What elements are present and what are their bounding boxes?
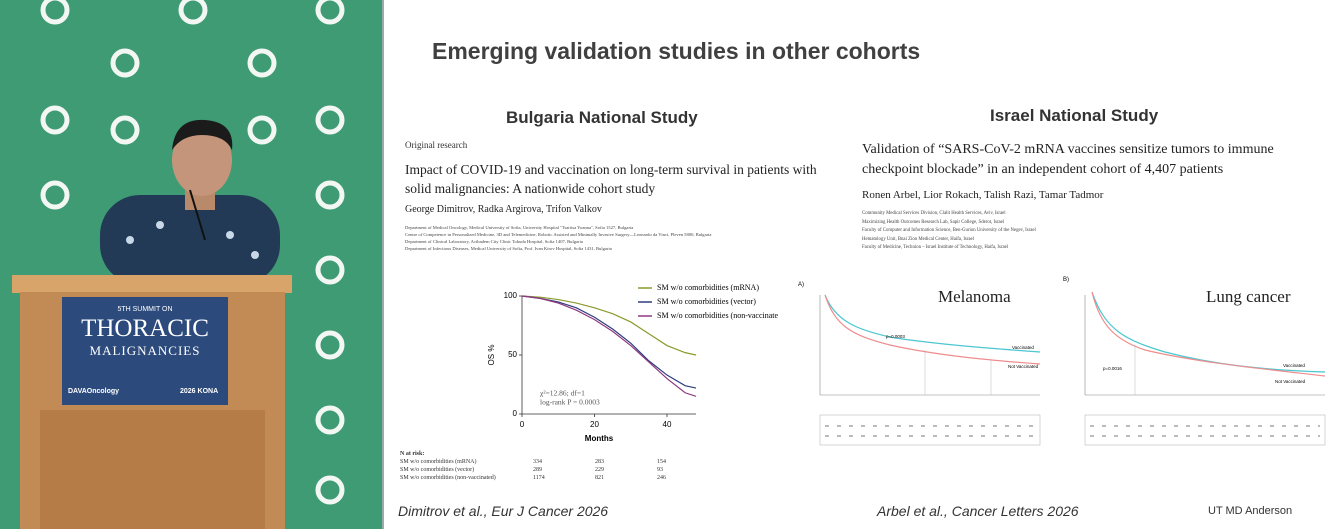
- affiliation: Community Medical Services Division, Cla…: [862, 211, 1006, 216]
- affiliation: Centre of Competence in Personalized Med…: [405, 232, 712, 237]
- risk-count: 154: [657, 459, 666, 465]
- y-axis-label: OS %: [487, 345, 496, 366]
- risk-row: SM w/o comorbidities (vector) 289 229 93: [400, 466, 700, 474]
- slide: [382, 0, 1333, 529]
- risk-row: SM w/o comorbidities (non-vaccinated) 117…: [400, 474, 700, 482]
- risk-count: 283: [595, 459, 604, 465]
- curve-label: Vaccinated: [1283, 363, 1305, 368]
- authors: George Dimitrov, Radka Argirova, Trifon …: [405, 204, 602, 215]
- podium-sign: [62, 297, 228, 405]
- panel-tag: B): [1063, 277, 1069, 283]
- risk-label: SM w/o comorbidities (mRNA): [400, 459, 477, 465]
- affiliation: Department of Infectious Diseases, Medic…: [405, 246, 612, 251]
- reference: Dimitrov et al., Eur J Cancer 2026: [398, 503, 609, 519]
- speaker: [100, 119, 280, 285]
- risk-count: 229: [595, 467, 604, 473]
- affiliation: Faculty of Computer and Information Scie…: [862, 228, 1036, 233]
- study-heading: Bulgaria National Study: [506, 108, 698, 127]
- sign-line: 5TH SUMMIT ON: [117, 306, 173, 313]
- curve-label: Vaccinated: [1012, 345, 1034, 350]
- y-tick-label: 50: [508, 350, 517, 359]
- curve-label: Not Vaccinated: [1008, 364, 1039, 369]
- paper-title: Impact of COVID-19 and vaccination on lo…: [405, 162, 817, 196]
- risk-title: N at risk:: [400, 451, 425, 457]
- affiliation: Department of Clinical Laboratory, Aciba…: [405, 239, 583, 244]
- affiliations: Community Medical Services Division, Cla…: [862, 210, 1036, 253]
- affiliations: Department of Medical Oncology, Medical …: [405, 224, 711, 252]
- risk-label: SM w/o comorbidities (non-vaccinated): [400, 475, 496, 481]
- p-value: p=0.0016: [1103, 366, 1122, 371]
- annotation: χ²=12.86; df=1: [540, 389, 585, 398]
- legend-label: SM w/o comorbidities (mRNA): [657, 283, 759, 292]
- sign-line: THORACIC: [81, 315, 209, 342]
- km-curve: [521, 295, 697, 397]
- podium: [12, 275, 292, 529]
- brand: UT MD Anderson: [1208, 505, 1293, 517]
- x-tick-label: 40: [663, 420, 672, 429]
- panel-a: [819, 294, 1041, 446]
- x-tick-label: 0: [520, 420, 525, 429]
- israel-panels: [819, 291, 1326, 446]
- risk-row: SM w/o comorbidities (mRNA) 334 283 154: [400, 458, 700, 466]
- reference: Arbel et al., Cancer Letters 2026: [877, 503, 1079, 519]
- video-feed: [0, 0, 382, 529]
- risk-count: 1174: [533, 475, 545, 481]
- affiliation: Maximizing Health Outcomes Research Lab,…: [862, 219, 1005, 225]
- paper-title: Validation of “SARS-CoV-2 mRNA vaccines …: [862, 142, 1274, 177]
- x-axis-label: Months: [585, 434, 614, 443]
- authors: Ronen Arbel, Lior Rokach, Talish Razi, T…: [862, 189, 1104, 201]
- sign-logo: DAVAOncology: [68, 388, 120, 395]
- km-curve: [521, 295, 697, 356]
- y-tick-label: 0: [513, 409, 518, 418]
- legend-label: SM w/o comorbidities (vector): [657, 297, 756, 306]
- risk-count: 821: [595, 475, 604, 481]
- km-chart: 0 50 100 0 20 40 Months OS % χ²=12.86; df=1log-r…: [487, 283, 779, 443]
- risk-count: 289: [533, 467, 542, 473]
- curve-label: Not Vaccinated: [1275, 379, 1306, 384]
- panel-name: Lung cancer: [1206, 287, 1291, 306]
- y-tick-label: 100: [504, 291, 518, 300]
- affiliation: Faculty of Medicine, Technion – Israel I…: [862, 245, 1009, 250]
- annotation: log-rank P = 0.0003: [540, 398, 600, 407]
- risk-count: 246: [657, 475, 666, 481]
- risk-table: N at risk: SM w/o comorbidities (mRNA) 334…: [400, 450, 700, 482]
- sign-event: 2026 KONA: [180, 388, 219, 395]
- risk-label: SM w/o comorbidities (vector): [400, 467, 475, 473]
- affiliation: Hematology Unit, Bnai Zion Medical Cente…: [862, 236, 974, 242]
- panel-tag: A): [798, 282, 804, 288]
- legend-label: SM w/o comorbidities (non-vaccinate: [657, 311, 779, 320]
- panel-b: [1084, 291, 1326, 446]
- backdrop-logos: [40, 0, 345, 505]
- panel-name: Melanoma: [938, 287, 1011, 306]
- sign-line: MALIGNANCIES: [89, 343, 201, 358]
- study-heading: Israel National Study: [990, 106, 1159, 125]
- km-curve: [521, 295, 697, 389]
- risk-count: 334: [533, 459, 542, 465]
- x-tick-label: 20: [590, 420, 599, 429]
- article-type: Original research: [405, 140, 468, 150]
- affiliation: Department of Medical Oncology, Medical …: [405, 225, 634, 230]
- slide-title: Emerging validation studies in other coh…: [432, 38, 921, 64]
- risk-count: 93: [657, 467, 663, 473]
- p-value: p=0.0003: [886, 334, 905, 339]
